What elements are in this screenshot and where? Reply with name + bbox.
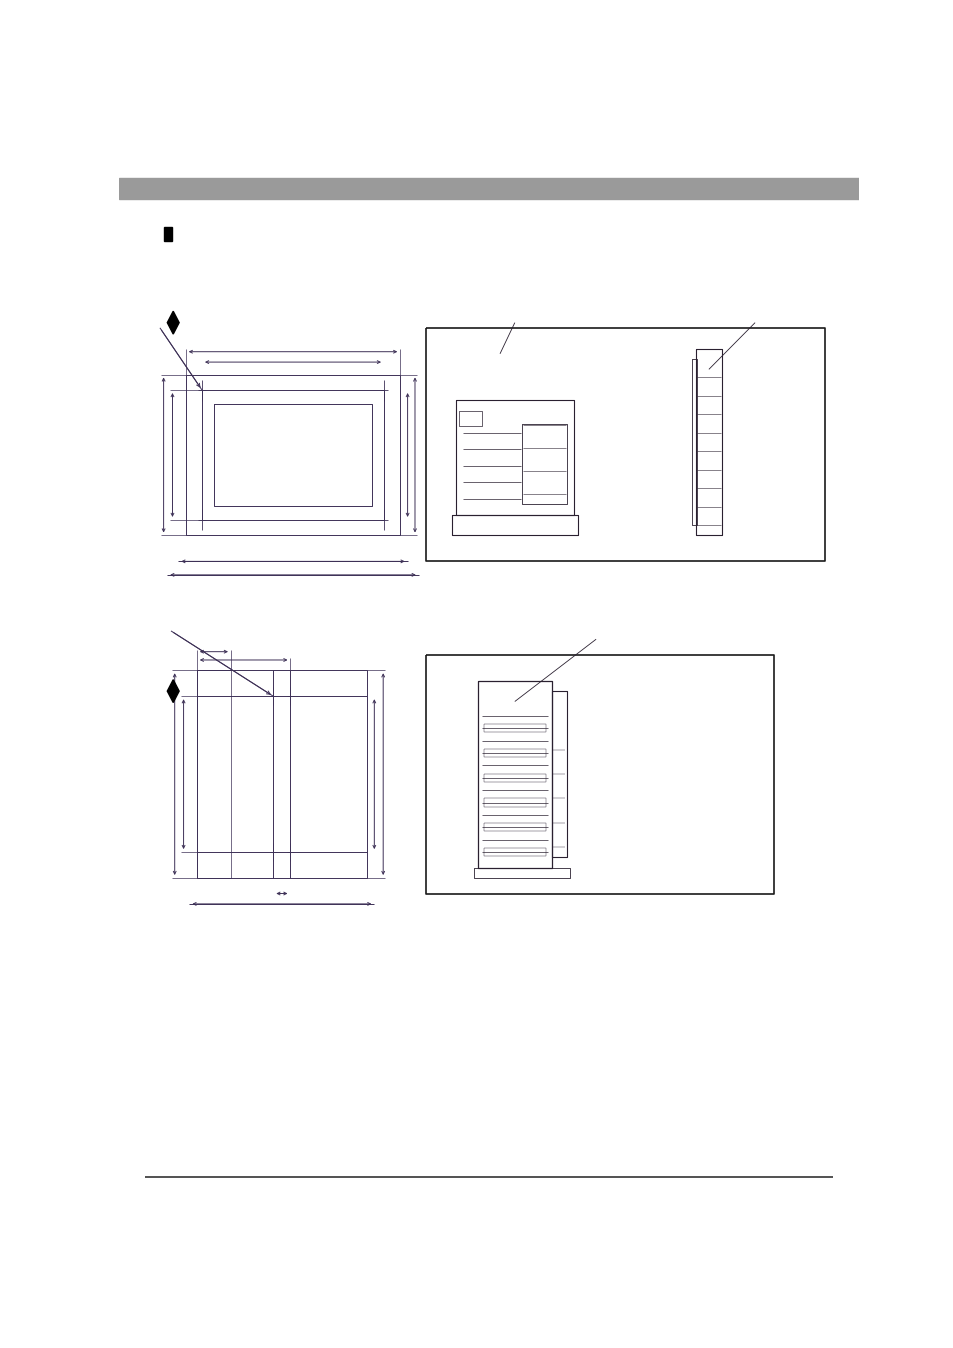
Bar	[164, 228, 172, 241]
Polygon shape	[167, 679, 179, 702]
Polygon shape	[167, 311, 179, 334]
Bar	[119, 178, 858, 200]
